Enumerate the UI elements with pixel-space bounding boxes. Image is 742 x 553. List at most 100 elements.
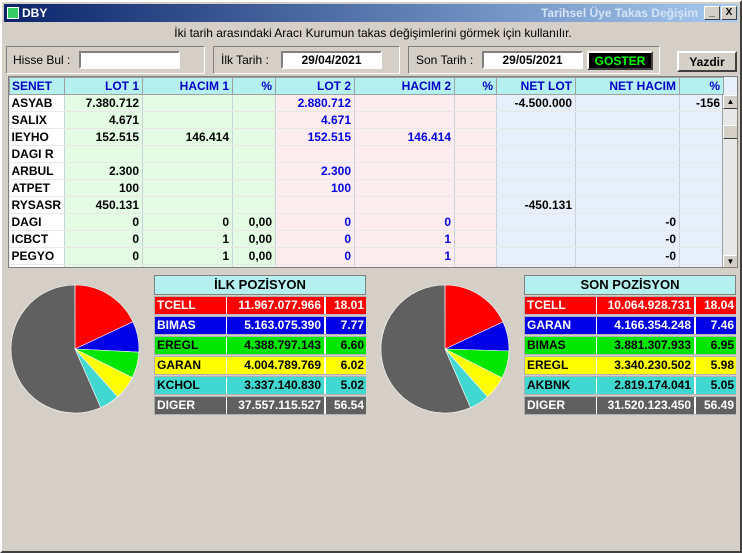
son-tarih-field[interactable]: 29/05/2021 [482, 51, 583, 69]
position-row: DIGER 31.520.123.450 56.49 [524, 396, 736, 415]
table-cell [496, 111, 576, 129]
table-cell [354, 162, 455, 180]
table-cell [679, 230, 724, 248]
hisse-search-input[interactable] [79, 51, 180, 69]
table-cell: 4.671 [275, 111, 355, 129]
scroll-down-arrow-icon[interactable]: ▼ [723, 255, 737, 267]
table-cell [354, 179, 455, 197]
minimize-button[interactable]: _ [704, 6, 720, 20]
takas-grid[interactable]: SENET LOT 1 HACIM 1% LOT 2 HACIM 2% NET LOT NE… [8, 76, 738, 268]
goster-button[interactable]: GOSTER [587, 51, 653, 70]
table-row[interactable]: DAGI R [9, 145, 724, 163]
table-cell: ATPET [9, 179, 65, 197]
total-cell: 4.614.205.942 [275, 264, 355, 267]
table-cell: -450.131 [496, 196, 576, 214]
table-cell: 146.414 [354, 128, 455, 146]
table-cell [575, 179, 680, 197]
position-percent: 5.02 [326, 377, 366, 394]
table-cell [232, 94, 276, 112]
position-row: TCELL 10.064.928.731 18.04 [524, 296, 736, 315]
table-cell [496, 247, 576, 265]
table-cell: 0 [64, 213, 143, 231]
title-bar[interactable]: DBY Tarihsel Üye Takas Değişim _ X [4, 4, 738, 22]
grid-col-header[interactable]: LOT 2 [275, 77, 355, 95]
close-button[interactable]: X [721, 6, 737, 20]
scroll-up-arrow-icon[interactable]: ▲ [723, 95, 737, 109]
table-cell [354, 94, 455, 112]
table-cell: PEGYO [9, 247, 65, 265]
table-cell: ICBCT [9, 230, 65, 248]
table-cell [496, 145, 576, 163]
position-value: 3.340.230.502 [597, 357, 696, 374]
table-row[interactable]: IEYHO 152.515 146.414 152.515 146.414 [9, 128, 724, 146]
table-cell [496, 162, 576, 180]
grid-col-header[interactable]: NET HACIM [575, 77, 680, 95]
position-name: DIGER [155, 397, 227, 414]
table-cell [454, 145, 497, 163]
table-cell [575, 145, 680, 163]
position-percent: 5.98 [696, 357, 736, 374]
table-cell: 0,00 [232, 213, 276, 231]
grid-col-header[interactable]: LOT 1 [64, 77, 143, 95]
grid-col-header[interactable]: HACIM 2 [354, 77, 455, 95]
position-percent: 6.60 [326, 337, 366, 354]
table-cell: 450.131 [64, 196, 143, 214]
ilk-pozisyon-panel: İLK POZİSYON TCELL 11.967.077.966 18.01 BIM… [154, 275, 366, 415]
table-row[interactable]: ARBUL 2.300 2.300 [9, 162, 724, 180]
table-cell [64, 145, 143, 163]
table-cell [142, 162, 233, 180]
table-cell [142, 179, 233, 197]
table-cell [142, 94, 233, 112]
total-cell [679, 264, 724, 267]
table-row[interactable]: ICBCT 0 1 0,00 0 1 -0 [9, 230, 724, 248]
table-cell [679, 128, 724, 146]
position-value: 10.064.928.731 [597, 297, 696, 314]
table-row[interactable]: PEGYO 0 1 0,00 0 1 -0 [9, 247, 724, 265]
table-row[interactable]: RYSASR 450.131 -450.131 [9, 196, 724, 214]
table-cell [275, 196, 355, 214]
table-cell: -0 [575, 213, 680, 231]
table-cell [354, 145, 455, 163]
table-cell: 0 [275, 247, 355, 265]
grid-header-row: SENET LOT 1 HACIM 1% LOT 2 HACIM 2% NET LOT NE… [9, 77, 724, 95]
grid-col-header[interactable]: % [679, 77, 724, 95]
grid-scrollbar[interactable]: ▲ ▼ [722, 95, 737, 267]
table-cell [454, 128, 497, 146]
table-cell [679, 196, 724, 214]
table-cell [232, 179, 276, 197]
table-cell: ARBUL [9, 162, 65, 180]
table-row[interactable]: ATPET 100 100 [9, 179, 724, 197]
table-cell [454, 247, 497, 265]
table-row[interactable]: ASYAB 7.380.712 2.880.712 -4.500.000 -156 [9, 94, 724, 112]
table-cell [679, 162, 724, 180]
table-cell [679, 247, 724, 265]
grid-col-header[interactable]: % [232, 77, 276, 95]
table-cell: DAGI [9, 213, 65, 231]
son-pozisyon-pie-chart [380, 284, 510, 414]
position-value: 37.557.115.527 [227, 397, 326, 414]
table-cell [454, 230, 497, 248]
table-cell [142, 196, 233, 214]
grid-col-header[interactable]: NET LOT [496, 77, 576, 95]
grid-col-header[interactable]: % [454, 77, 497, 95]
table-cell [454, 179, 497, 197]
table-cell: 7.380.712 [64, 94, 143, 112]
grid-col-header[interactable]: HACIM 1 [142, 77, 233, 95]
grid-col-header[interactable]: SENET [9, 77, 65, 95]
position-value: 3.881.307.933 [597, 337, 696, 354]
table-row[interactable]: DAGI 0 0 0,00 0 0 -0 [9, 213, 724, 231]
table-row[interactable]: SALIX 4.671 4.671 [9, 111, 724, 129]
table-cell [575, 128, 680, 146]
position-value: 4.004.789.769 [227, 357, 326, 374]
table-cell [142, 145, 233, 163]
position-name: EREGL [525, 357, 597, 374]
scroll-thumb[interactable] [723, 125, 737, 139]
table-cell: 152.515 [275, 128, 355, 146]
ilk-tarih-field[interactable]: 29/04/2021 [281, 51, 382, 69]
table-cell: 146.414 [142, 128, 233, 146]
table-cell: 1 [354, 247, 455, 265]
table-cell: -156 [679, 94, 724, 112]
table-cell: 0 [275, 230, 355, 248]
yazdir-button[interactable]: Yazdir [677, 51, 737, 72]
total-cell [496, 264, 576, 267]
